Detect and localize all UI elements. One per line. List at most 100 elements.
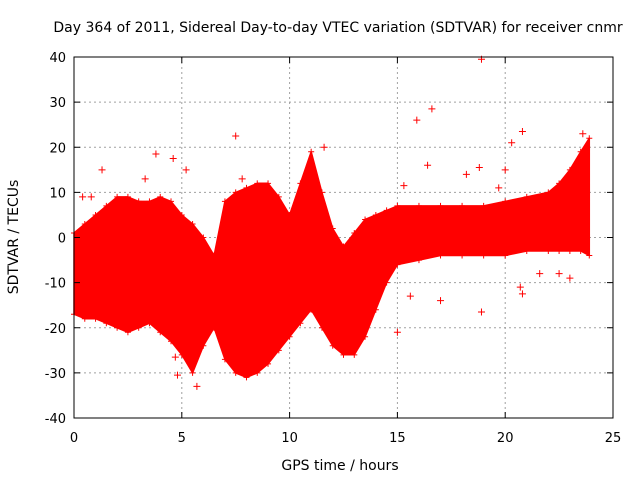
data-point-marker	[586, 252, 593, 259]
data-point-marker	[523, 248, 530, 255]
data-point-marker	[372, 211, 379, 218]
data-point-marker	[480, 252, 487, 259]
outlier-point	[141, 175, 149, 183]
data-point-marker	[232, 189, 239, 196]
data-point-marker	[362, 333, 369, 340]
data-point-marker	[329, 225, 336, 232]
data-point-marker	[286, 333, 293, 340]
x-tick-label: 5	[178, 431, 186, 446]
data-point-marker	[168, 338, 175, 345]
data-point-marker	[265, 180, 272, 187]
data-point-marker	[502, 198, 509, 205]
y-tick-label: 20	[49, 141, 66, 156]
x-tick-label: 0	[70, 431, 78, 446]
data-point-marker	[523, 193, 530, 200]
data-point-marker	[318, 324, 325, 331]
data-point-marker	[340, 351, 347, 358]
data-point-marker	[437, 252, 444, 259]
outlier-point	[232, 132, 240, 140]
data-point-marker	[92, 315, 99, 322]
data-point-marker	[372, 306, 379, 313]
data-point-marker	[221, 356, 228, 363]
outlier-point	[462, 170, 470, 178]
data-point-marker	[351, 351, 358, 358]
data-point-marker	[297, 320, 304, 327]
data-point-marker	[383, 279, 390, 286]
outlier-point	[87, 193, 95, 201]
outlier-point	[516, 283, 524, 291]
data-point-marker	[146, 320, 153, 327]
x-axis-label: GPS time / hours	[281, 458, 398, 474]
data-point-marker	[124, 193, 131, 200]
data-point-marker	[545, 189, 552, 196]
x-tick-label: 20	[497, 431, 514, 446]
outlier-point	[393, 328, 401, 336]
data-point-marker	[243, 374, 250, 381]
outlier-point	[169, 155, 177, 163]
outlier-point	[406, 292, 414, 300]
y-tick-label: -40	[45, 412, 66, 427]
data-point-marker	[243, 184, 250, 191]
outlier-point	[413, 116, 421, 124]
series-band	[73, 137, 591, 379]
data-point-marker	[437, 202, 444, 209]
data-point-marker	[297, 180, 304, 187]
y-tick-label: 10	[49, 186, 66, 201]
outlier-point	[428, 105, 436, 113]
data-point-marker	[211, 252, 218, 259]
data-point-marker	[275, 347, 282, 354]
data-point-marker	[480, 202, 487, 209]
data-point-marker	[157, 193, 164, 200]
outlier-point	[193, 382, 201, 390]
outlier-point	[518, 290, 526, 298]
outlier-point	[400, 182, 408, 190]
data-point-marker	[146, 198, 153, 205]
data-point-marker	[103, 202, 110, 209]
outlier-point	[437, 297, 445, 305]
data-point-marker	[415, 257, 422, 264]
data-point-marker	[81, 220, 88, 227]
outlier-point	[182, 166, 190, 174]
y-tick-label: 40	[49, 51, 66, 66]
data-point-marker	[459, 252, 466, 259]
data-point-marker	[308, 148, 315, 155]
data-point-marker	[545, 248, 552, 255]
data-point-marker	[92, 211, 99, 218]
data-point-marker	[254, 180, 261, 187]
y-axis-label: SDTVAR / TECUs	[6, 180, 22, 295]
data-point-marker	[211, 324, 218, 331]
data-point-marker	[275, 193, 282, 200]
outlier-point	[238, 175, 246, 183]
data-point-marker	[265, 360, 272, 367]
outlier-markers	[79, 55, 587, 390]
data-point-marker	[459, 202, 466, 209]
data-point-marker	[178, 211, 185, 218]
data-point-marker	[383, 207, 390, 214]
data-point-marker	[394, 261, 401, 268]
y-tick-label: 0	[58, 232, 66, 247]
data-point-marker	[124, 329, 131, 336]
data-point-marker	[254, 369, 261, 376]
data-point-marker	[415, 202, 422, 209]
data-point-marker	[178, 351, 185, 358]
data-point-marker	[329, 342, 336, 349]
data-point-marker	[362, 216, 369, 223]
outlier-point	[98, 166, 106, 174]
data-point-marker	[577, 148, 584, 155]
outlier-point	[518, 127, 526, 135]
data-point-marker	[556, 180, 563, 187]
outlier-point	[152, 150, 160, 158]
data-point-marker	[135, 198, 142, 205]
data-point-marker	[556, 248, 563, 255]
outlier-point	[501, 166, 509, 174]
outlier-point	[555, 270, 563, 278]
outlier-point	[245, 367, 253, 375]
outlier-point	[508, 139, 516, 147]
outlier-point	[79, 193, 87, 201]
chart-title: Day 364 of 2011, Sidereal Day-to-day VTE…	[53, 20, 622, 36]
outlier-point	[566, 274, 574, 282]
data-point-marker	[221, 198, 228, 205]
y-tick-label: -30	[45, 367, 66, 382]
data-point-marker	[577, 248, 584, 255]
